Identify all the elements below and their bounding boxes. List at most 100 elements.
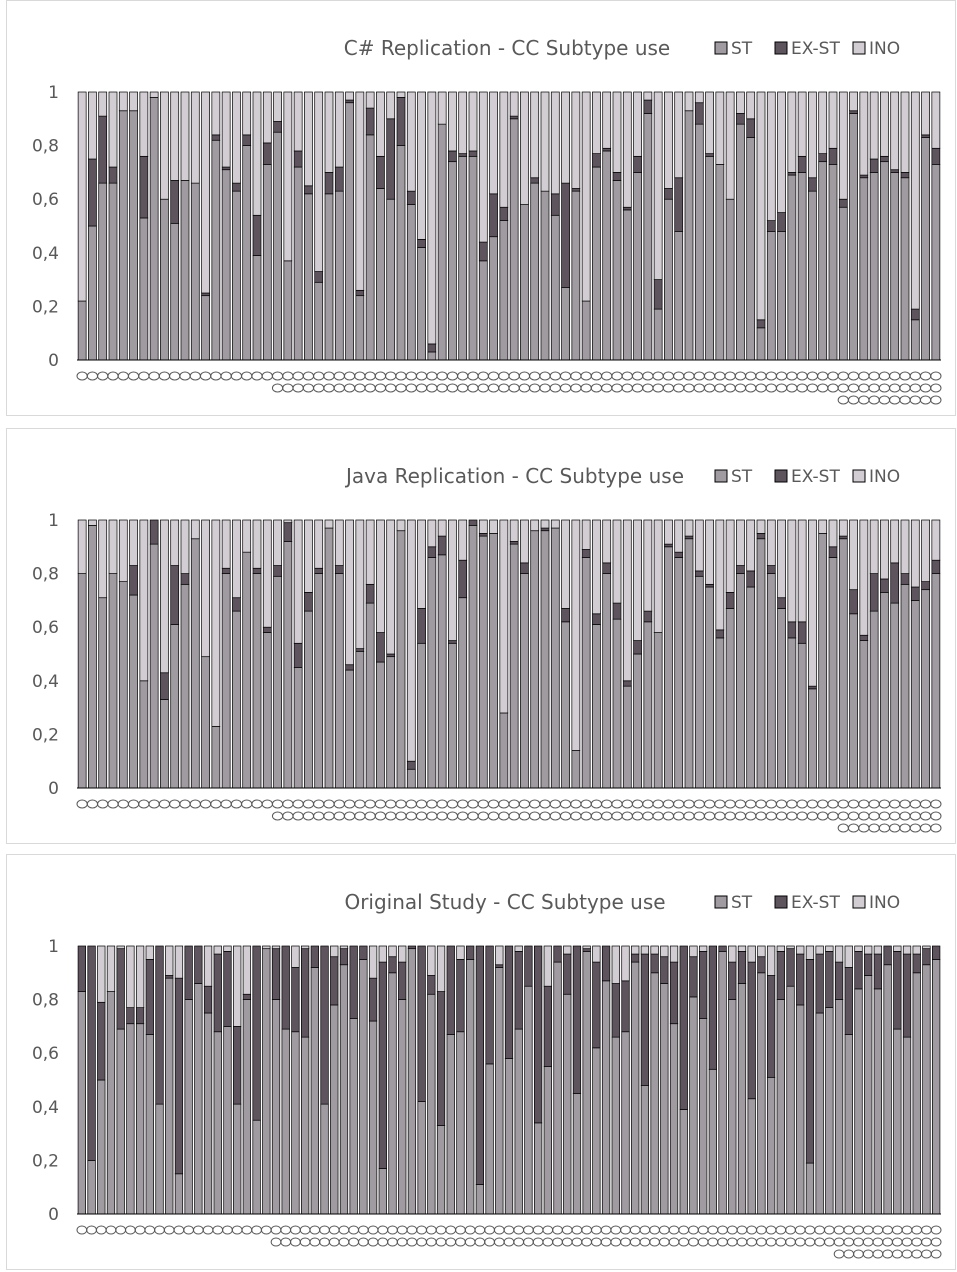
bar-ex-st xyxy=(653,279,663,310)
x-tick-label xyxy=(611,371,623,381)
x-tick-label xyxy=(343,371,356,381)
bar-ex-st xyxy=(504,945,514,1059)
x-tick-label xyxy=(878,371,891,381)
bar-ino xyxy=(221,519,231,569)
x-tick-label xyxy=(348,1225,360,1235)
bar-ex-st xyxy=(808,685,817,690)
bar-ino xyxy=(190,91,200,184)
bar-ino xyxy=(324,91,334,173)
bar-ino xyxy=(291,945,300,968)
x-tick-label xyxy=(814,1237,826,1247)
x-tick-label xyxy=(652,383,664,393)
bar-ino xyxy=(427,519,437,548)
x-tick-label xyxy=(425,1225,437,1235)
bar-st xyxy=(456,1031,465,1215)
x-tick-label xyxy=(662,799,675,809)
x-tick-label xyxy=(377,1225,389,1235)
bar-ex-st xyxy=(345,664,354,671)
x-tick-label xyxy=(714,371,726,381)
bar-ino xyxy=(417,91,426,240)
x-tick-label xyxy=(134,1225,146,1235)
bar-ino xyxy=(293,519,303,644)
x-tick-label xyxy=(724,371,736,381)
y-tick-label: 0,8 xyxy=(32,137,59,157)
bar-ex-st xyxy=(291,967,300,1033)
y-tick-label: 0,4 xyxy=(32,672,59,692)
bar-st xyxy=(849,613,858,789)
chart-svg-java: Java Replication - CC Subtype use 0 0,2 0,… xyxy=(32,464,942,833)
bar-ino xyxy=(890,91,900,171)
x-tick-label xyxy=(714,811,726,821)
x-tick-label xyxy=(271,799,284,809)
bar-st xyxy=(108,573,118,789)
bar-ino xyxy=(223,945,232,952)
bar-ex-st xyxy=(664,188,673,200)
x-tick-label xyxy=(405,383,417,393)
bar-ino xyxy=(345,91,354,101)
bar-ino xyxy=(170,519,180,566)
bar-st xyxy=(180,180,190,361)
bar-ex-st xyxy=(921,134,930,138)
x-tick-label xyxy=(467,383,479,393)
bar-ex-st xyxy=(355,648,365,652)
x-tick-label xyxy=(328,1237,340,1247)
x-tick-label xyxy=(724,799,736,809)
bar-ex-st xyxy=(485,945,494,1065)
bar-st xyxy=(106,991,116,1215)
bar-st xyxy=(129,594,138,789)
bar-st xyxy=(145,1034,154,1215)
x-tick-label xyxy=(532,1225,544,1235)
bar-ex-st xyxy=(524,945,533,987)
x-tick-label xyxy=(270,1237,282,1247)
x-tick-label xyxy=(158,371,171,381)
x-tick-label xyxy=(426,811,438,821)
x-tick-label xyxy=(387,1237,398,1247)
bar-st xyxy=(509,543,519,789)
bar-st xyxy=(495,967,504,1215)
bar-ino xyxy=(869,519,879,574)
x-tick-label xyxy=(621,371,633,381)
x-tick-label xyxy=(631,811,644,821)
chart-panel-java: Java Replication - CC Subtype use 0 0,2 0,… xyxy=(6,428,956,844)
x-tick-label xyxy=(125,1225,136,1235)
bar-st xyxy=(540,530,550,789)
bar-ino xyxy=(314,519,324,569)
x-tick-label xyxy=(817,371,829,381)
bar-ex-st xyxy=(520,562,529,574)
bar-st xyxy=(524,985,533,1215)
x-tick-label xyxy=(457,371,469,381)
bar-st xyxy=(838,206,848,361)
x-tick-label xyxy=(919,395,932,405)
x-tick-label xyxy=(930,823,942,833)
bar-ex-st xyxy=(912,953,921,974)
x-tick-label xyxy=(891,1225,903,1235)
x-tick-label xyxy=(529,371,541,381)
bar-st xyxy=(864,975,873,1215)
x-tick-label xyxy=(271,811,284,821)
bar-ex-st xyxy=(581,549,591,558)
x-tick-label xyxy=(765,799,777,809)
bar-ex-st xyxy=(705,153,714,157)
bar-ex-st xyxy=(910,586,920,601)
bar-ino xyxy=(705,519,714,585)
bar-ex-st xyxy=(718,945,727,952)
bar-ex-st xyxy=(805,959,815,1164)
bar-st xyxy=(622,209,632,361)
bar-st xyxy=(386,198,396,361)
x-tick-label xyxy=(745,811,757,821)
bar-st xyxy=(304,610,313,789)
x-tick-label xyxy=(919,371,932,381)
x-tick-label xyxy=(724,811,736,821)
bar-ex-st xyxy=(902,953,912,1038)
bar-st xyxy=(221,573,231,789)
x-tick-label xyxy=(570,811,582,821)
bar-st xyxy=(345,102,354,361)
bar-st xyxy=(643,113,653,361)
bar-st xyxy=(776,999,785,1215)
y-tick-label: 0,6 xyxy=(32,190,59,210)
x-tick-labels xyxy=(76,799,942,833)
bar-ex-st xyxy=(262,626,272,633)
bar-ino xyxy=(530,91,540,179)
x-tick-label xyxy=(824,1225,835,1235)
x-tick-label xyxy=(930,383,942,393)
